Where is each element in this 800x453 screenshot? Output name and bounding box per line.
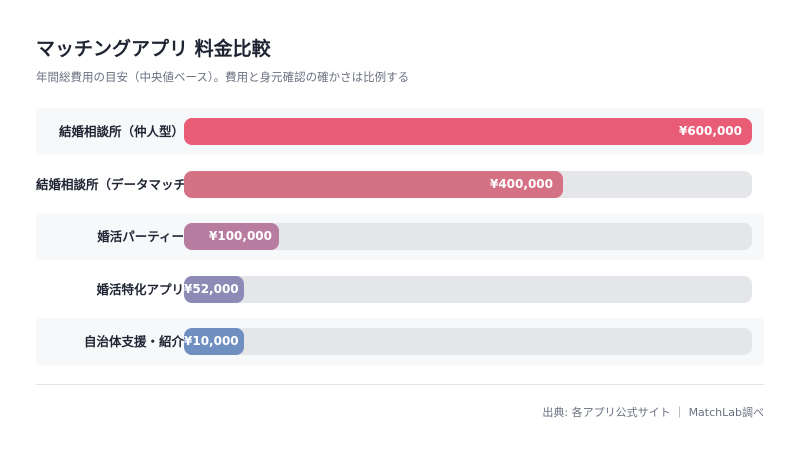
bar: ¥10,000 xyxy=(184,328,244,355)
category-label: 結婚相談所（データマッチング型） xyxy=(36,176,184,192)
chart-subtitle: 年間総費用の目安（中央値ベース）。費用と身元確認の確かさは比例する xyxy=(36,70,410,84)
footer-divider xyxy=(36,384,764,385)
bar-track: ¥10,000 xyxy=(184,328,752,355)
bar: ¥52,000 xyxy=(184,275,244,303)
bar-track: ¥100,000 xyxy=(184,223,752,250)
category-label: 結婚相談所（仲人型） xyxy=(58,124,184,139)
bar-row: 結婚相談所（仲人型） ¥600,000 xyxy=(36,108,764,155)
bar-value-label: ¥10,000 xyxy=(184,334,239,348)
bar: ¥100,000 xyxy=(184,223,279,250)
bar-value-label: ¥400,000 xyxy=(489,176,553,191)
bar: ¥400,000 xyxy=(184,170,563,198)
bar-value-label: ¥600,000 xyxy=(678,124,742,138)
category-label: 自治体支援・紹介 xyxy=(83,334,184,349)
bar-rows: 結婚相談所（仲人型） ¥600,000 結婚相談所（データマッチング型） ¥400,0… xyxy=(36,108,764,371)
bar-value-label: ¥52,000 xyxy=(184,281,239,296)
bar-track: ¥600,000 xyxy=(184,118,752,145)
bar-row: 結婚相談所（データマッチング型） ¥400,000 xyxy=(36,161,764,208)
bar-track: ¥52,000 xyxy=(184,275,752,303)
chart-title: マッチングアプリ 料金比較 xyxy=(36,38,271,60)
bar-track: ¥400,000 xyxy=(184,170,752,198)
source-note: 出典: 各アプリ公式サイト ｜ MatchLab調べ xyxy=(542,406,764,419)
bar-row: 婚活パーティー ¥100,000 xyxy=(36,213,764,260)
bar-row: 自治体支援・紹介 ¥10,000 xyxy=(36,318,764,365)
bar-value-label: ¥100,000 xyxy=(209,229,273,243)
bar: ¥600,000 xyxy=(184,118,752,145)
category-label: 婚活パーティー xyxy=(97,229,184,244)
category-label: 婚活特化アプリ xyxy=(96,281,184,297)
bar-row: 婚活特化アプリ ¥52,000 xyxy=(36,266,764,313)
